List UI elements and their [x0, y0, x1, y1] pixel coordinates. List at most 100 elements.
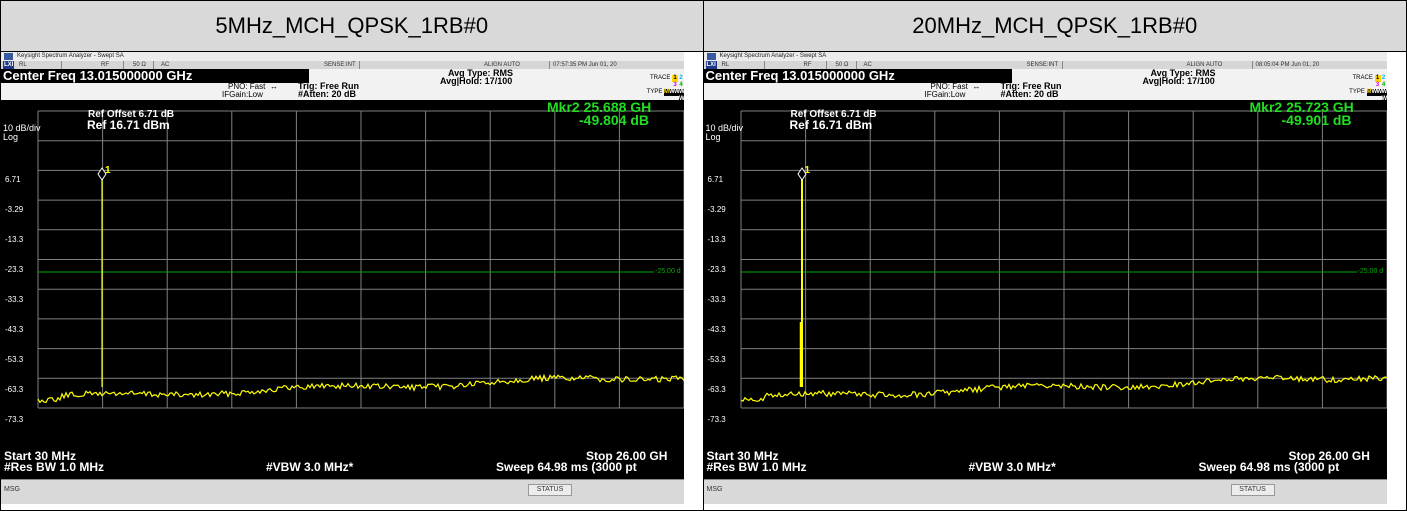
trace-type-letter: W — [679, 96, 684, 103]
y-tick-label: -13.3 — [707, 235, 726, 244]
trace-4[interactable]: 4 — [1381, 82, 1386, 88]
marker-number: 1 — [105, 165, 111, 176]
y-tick-label: 6.71 — [707, 175, 724, 184]
trace-type-letter: W — [1381, 96, 1387, 103]
spectrum-plot — [37, 110, 684, 409]
menubar-divider — [855, 61, 857, 69]
stop-frequency[interactable]: Stop 26.00 GH — [1288, 449, 1370, 463]
resolution-bandwidth[interactable]: #Res BW 1.0 MHz — [4, 460, 105, 474]
status-menubar: LXI RL RF 50 Ω AC SENSE:INT ALIGN AUTO 08:05:04… — [703, 61, 1387, 69]
trace-display[interactable]: Ref Offset 6.71 dB Ref 16.71 dBm 10 dB/div… — [703, 99, 1387, 447]
trace-type-letter: W — [679, 89, 684, 96]
trace-2[interactable]: 2 — [679, 75, 683, 81]
spectrum-trace — [740, 374, 1387, 402]
trace-type-letter: M — [1366, 89, 1372, 96]
menubar-divider — [153, 61, 154, 69]
trace-type-letter: W — [1371, 89, 1378, 96]
sweep-time[interactable]: Sweep 64.98 ms (3000 pt — [496, 460, 637, 474]
video-bandwidth[interactable]: #VBW 3.0 MHz* — [266, 460, 354, 474]
lxi-badge: LXI — [3, 61, 15, 69]
video-bandwidth[interactable]: #VBW 3.0 MHz* — [968, 460, 1056, 474]
message-label: MSG — [4, 486, 20, 493]
center-frequency[interactable]: Center Freq 13.015000000 GHz — [703, 69, 1012, 83]
trace-display[interactable]: Ref Offset 6.71 dB Ref 16.71 dBm 10 dB/div… — [1, 99, 684, 447]
y-tick-label: -53.3 — [5, 355, 24, 364]
message-status-bar: MSG STATUS — [703, 479, 1387, 504]
window-titlebar: Keysight Spectrum Analyzer - Swept SA — [1, 52, 684, 61]
trace-3[interactable]: 3 — [1375, 82, 1380, 88]
menubar-divider — [61, 61, 62, 69]
trace-type-letter: W — [1381, 89, 1387, 96]
menubar-divider — [359, 61, 360, 69]
trace-3[interactable]: 3 — [673, 82, 677, 88]
y-tick-label: -53.3 — [707, 355, 726, 364]
ref-offset: Ref Offset 6.71 dB — [88, 109, 175, 120]
screenshot-cell: Keysight Spectrum Analyzer - Swept SA LXI… — [702, 51, 1407, 511]
limit-line-label: -25.00 d — [655, 268, 681, 275]
stop-frequency[interactable]: Stop 26.00 GH — [586, 449, 668, 463]
rl-label: RL — [721, 62, 730, 68]
start-frequency[interactable]: Start 30 MHz — [4, 449, 77, 463]
align-label: ALIGN AUTO — [484, 62, 520, 68]
marker-frequency: Mkr2 25.723 GH — [1249, 99, 1354, 115]
menubar-divider — [1251, 61, 1253, 69]
sweep-time[interactable]: Sweep 64.98 ms (3000 pt — [1198, 460, 1340, 474]
trigger-setting: Trig: Free Run — [298, 81, 360, 91]
attenuation-setting: #Atten: 20 dB — [298, 89, 357, 99]
marker-frequency: Mkr2 25.688 GH — [547, 99, 652, 115]
trace-type-letter: W — [1376, 89, 1383, 96]
y-tick-label: -63.3 — [707, 385, 726, 394]
timestamp: 08:05:04 PM Jun 01, 20 — [1255, 62, 1320, 68]
rf-label: RF — [101, 62, 109, 68]
trace-1[interactable]: 1 — [672, 75, 678, 82]
resolution-bandwidth[interactable]: #Res BW 1.0 MHz — [706, 460, 807, 474]
trace-4[interactable]: 4 — [679, 82, 683, 88]
arrow-icon: ↔ — [972, 82, 981, 91]
marker-diamond-icon — [796, 167, 807, 181]
y-tick-label: -23.3 — [5, 265, 24, 274]
sweep-settings-bar: Start 30 MHz Stop 26.00 GH #Res BW 1.0 MHz… — [1, 447, 684, 479]
menubar-divider — [825, 61, 827, 69]
trace-1[interactable]: 1 — [1374, 75, 1381, 82]
trace-type-letter: W — [669, 89, 675, 96]
arrow-icon: ↔ — [270, 82, 278, 91]
status-button[interactable]: STATUS — [528, 484, 572, 496]
marker-amplitude: -49.901 dB — [1281, 112, 1352, 128]
screenshot-cell: Keysight Spectrum Analyzer - Swept SA LXI… — [0, 51, 704, 511]
pno-setting: PNO: Fast — [930, 82, 968, 91]
status-button[interactable]: STATUS — [1230, 484, 1275, 496]
pno-setting: PNO: Fast — [228, 82, 266, 91]
trace-label: TRACE — [649, 75, 671, 81]
average-type: Avg Type: RMS — [1150, 68, 1216, 78]
start-frequency[interactable]: Start 30 MHz — [706, 449, 779, 463]
impedance-label: 50 Ω — [835, 62, 849, 68]
spectrum-plot — [740, 110, 1387, 409]
y-tick-label: -63.3 — [5, 385, 24, 394]
spectrum-analyzer-screen: Keysight Spectrum Analyzer - Swept SA LXI… — [703, 52, 1387, 504]
y-tick-label: -33.3 — [5, 295, 24, 304]
trace-2[interactable]: 2 — [1381, 75, 1386, 81]
average-type: Avg Type: RMS — [448, 68, 514, 78]
align-label: ALIGN AUTO — [1186, 62, 1223, 68]
ref-offset: Ref Offset 6.71 dB — [790, 109, 877, 120]
center-frequency[interactable]: Center Freq 13.015000000 GHz — [1, 69, 309, 83]
menubar-divider — [1061, 61, 1063, 69]
sense-label: SENSE:INT — [1026, 62, 1059, 68]
window-titlebar: Keysight Spectrum Analyzer - Swept SA — [703, 52, 1387, 61]
log-label: Log — [3, 132, 19, 142]
timestamp: 07:57:35 PM Jun 01, 20 — [553, 62, 617, 68]
spectrum-trace — [37, 373, 684, 404]
y-tick-label: -3.29 — [5, 205, 24, 214]
y-tick-label: 6.71 — [5, 175, 21, 184]
coupling-label: AC — [863, 62, 872, 68]
caption-cell: 20MHz_MCH_QPSK_1RB#0 — [702, 0, 1407, 52]
spectrum-analyzer-screen: Keysight Spectrum Analyzer - Swept SA LXI… — [1, 52, 684, 504]
trigger-setting: Trig: Free Run — [1000, 81, 1062, 91]
menubar-divider — [763, 61, 765, 69]
trace-label: TRACE — [1352, 75, 1373, 81]
coupling-label: AC — [161, 62, 170, 68]
app-icon — [4, 53, 13, 60]
